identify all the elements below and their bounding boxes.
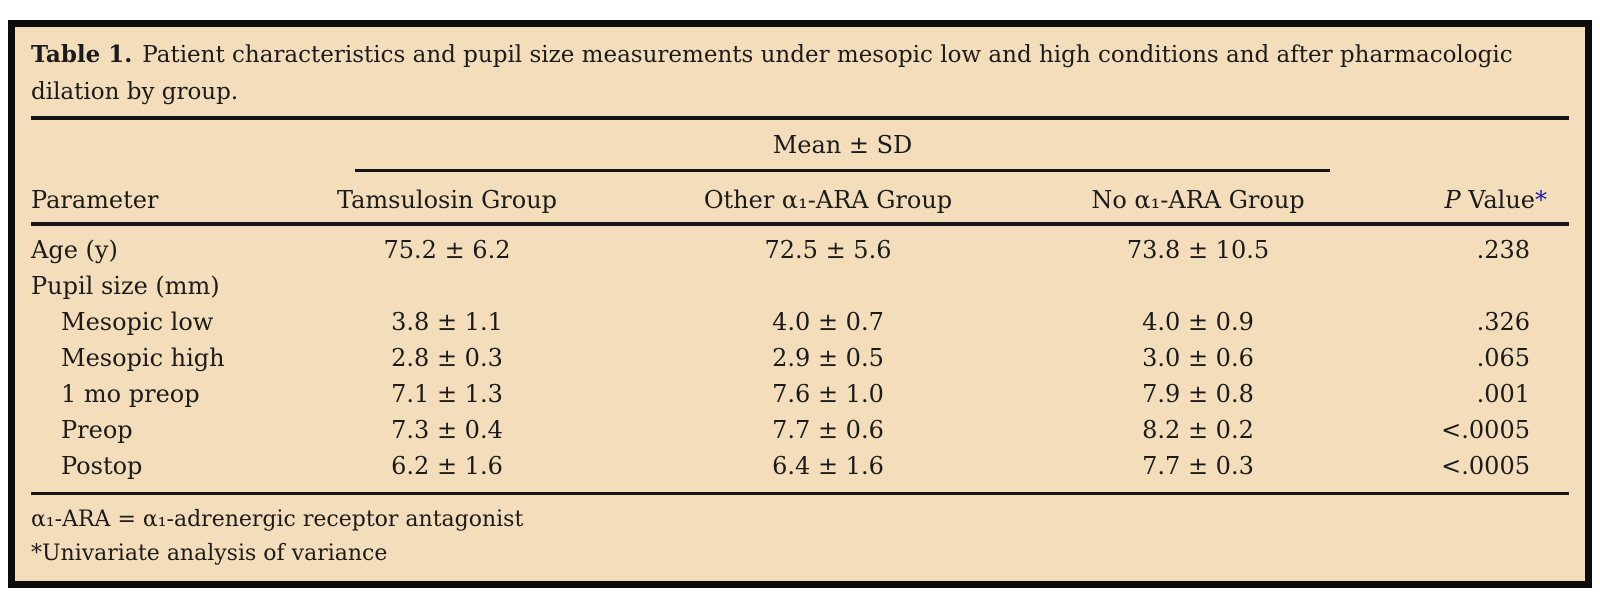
row-label: Postop [61,452,143,480]
cell-no-ara: 8.2 ± 0.2 [1142,416,1254,444]
footnote-abbreviation: α₁-ARA = α₁-adrenergic receptor antagoni… [31,507,524,532]
cell-other-ara: 2.9 ± 0.5 [772,344,884,372]
table-row-mesopic-low: Mesopic low 3.8 ± 1.1 4.0 ± 0.7 4.0 ± 0.… [31,304,1569,340]
cell-other-ara: 4.0 ± 0.7 [772,308,884,336]
table-footnotes: α₁-ARA = α₁-adrenergic receptor antagoni… [31,495,1569,571]
cell-no-ara: 73.8 ± 10.5 [1126,236,1270,264]
table-row-age: Age (y) 75.2 ± 6.2 72.5 ± 5.6 73.8 ± 10.… [31,232,1569,268]
table-row-postop: Postop 6.2 ± 1.6 6.4 ± 1.6 7.7 ± 0.3 <.0… [31,448,1569,484]
cell-tamsulosin: 7.1 ± 1.3 [391,380,503,408]
cell-no-ara: 3.0 ± 0.6 [1142,344,1254,372]
cell-no-ara: 7.9 ± 0.8 [1142,380,1254,408]
row-label: Mesopic low [61,308,214,336]
mean-sd-label: Mean ± SD [772,130,913,159]
table-row-1-mo-preop: 1 mo preop 7.1 ± 1.3 7.6 ± 1.0 7.9 ± 0.8… [31,376,1569,412]
span-header-row: Mean ± SD [31,120,1569,172]
cell-tamsulosin: 2.8 ± 0.3 [391,344,503,372]
table-frame: Table 1. Patient characteristics and pupi… [8,20,1592,588]
row-label: Pupil size (mm) [31,272,220,300]
cell-no-ara: 7.7 ± 0.3 [1142,452,1254,480]
cell-p-value: <.0005 [1441,452,1530,480]
row-label: Mesopic high [61,344,225,372]
cell-no-ara: 4.0 ± 0.9 [1142,308,1254,336]
cell-other-ara: 6.4 ± 1.6 [772,452,884,480]
cell-tamsulosin: 3.8 ± 1.1 [391,308,503,336]
cell-tamsulosin: 75.2 ± 6.2 [383,236,511,264]
table-row-pupil-size: Pupil size (mm) [31,268,1569,304]
column-header-tamsulosin-group: Tamsulosin Group [336,186,558,214]
column-header-other-ara-group: Other α₁-ARA Group [703,186,953,214]
cell-p-value: <.0005 [1441,416,1530,444]
table-caption-text: Patient characteristics and pupil size m… [31,42,1513,105]
column-header-p-value: P Value* [1373,186,1565,222]
p-value-asterisk: * [1535,186,1547,214]
rule-below-caption [31,116,1569,120]
p-value-label: Value [1460,186,1535,214]
footnote-asterisk: *Univariate analysis of variance [31,541,388,566]
cell-p-value: .001 [1476,380,1530,408]
column-header-parameter: Parameter [31,186,159,214]
table-caption: Table 1. Patient characteristics and pupi… [31,27,1569,111]
cell-tamsulosin: 6.2 ± 1.6 [391,452,503,480]
row-label: Preop [61,416,133,444]
cell-other-ara: 7.6 ± 1.0 [772,380,884,408]
column-header-row: Parameter Tamsulosin Group Other α₁-ARA … [31,172,1569,226]
table-row-mesopic-high: Mesopic high 2.8 ± 0.3 2.9 ± 0.5 3.0 ± 0… [31,340,1569,376]
cell-p-value: .326 [1476,308,1530,336]
row-label: Age (y) [31,236,118,264]
table-body: Age (y) 75.2 ± 6.2 72.5 ± 5.6 73.8 ± 10.… [31,226,1569,495]
cell-p-value: .238 [1476,236,1530,264]
cell-other-ara: 72.5 ± 5.6 [764,236,892,264]
row-label: 1 mo preop [61,380,200,408]
column-header-no-ara-group: No α₁-ARA Group [1091,186,1305,214]
mean-sd-span-header: Mean ± SD [355,120,1330,172]
cell-p-value: .065 [1476,344,1530,372]
table-caption-number: Table 1. [31,41,133,68]
p-value-italic-p: P [1444,186,1461,214]
cell-tamsulosin: 7.3 ± 0.4 [391,416,503,444]
table-row-preop: Preop 7.3 ± 0.4 7.7 ± 0.6 8.2 ± 0.2 <.00… [31,412,1569,448]
cell-other-ara: 7.7 ± 0.6 [772,416,884,444]
